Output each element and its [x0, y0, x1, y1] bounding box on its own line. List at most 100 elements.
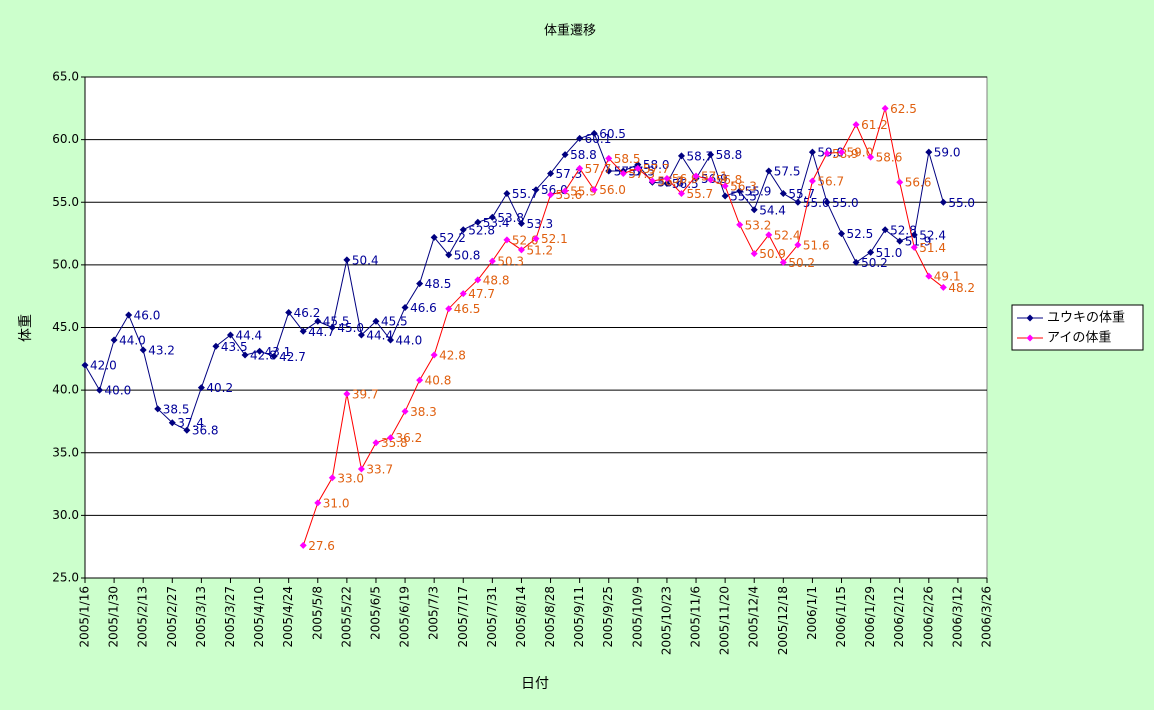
data-label: 44.4 — [366, 329, 393, 343]
data-point — [285, 308, 293, 316]
data-label: 60.5 — [599, 127, 626, 141]
data-point — [314, 317, 322, 325]
data-label: 60.1 — [585, 132, 612, 146]
data-point — [823, 149, 831, 157]
data-point — [634, 161, 642, 169]
x-tick-label: 2005/6/5 — [368, 586, 382, 640]
x-tick-label: 2005/10/23 — [659, 586, 673, 655]
data-point — [517, 220, 525, 228]
data-label: 33.0 — [337, 471, 364, 485]
data-point — [576, 164, 584, 172]
data-point — [445, 305, 453, 313]
data-label: 51.9 — [905, 235, 932, 249]
data-point — [925, 272, 933, 280]
data-point — [445, 251, 453, 259]
data-label: 62.5 — [890, 102, 917, 116]
data-point — [81, 361, 89, 369]
data-point — [939, 283, 947, 291]
data-label: 53.4 — [483, 216, 510, 230]
data-point — [794, 198, 802, 206]
data-label: 58.7 — [686, 149, 713, 163]
data-label: 27.6 — [308, 539, 335, 553]
y-tick-label: 50.0 — [52, 257, 79, 271]
data-label: 50.2 — [861, 256, 888, 270]
data-point — [372, 439, 380, 447]
x-tick-label: 2005/4/10 — [252, 586, 266, 648]
data-point — [270, 352, 278, 360]
data-point — [459, 290, 467, 298]
y-tick-label: 25.0 — [52, 571, 79, 585]
data-point — [605, 167, 613, 175]
data-point — [765, 167, 773, 175]
data-point — [881, 104, 889, 112]
data-label: 57.5 — [774, 164, 801, 178]
data-label: 52.1 — [541, 232, 568, 246]
data-label: 57.5 — [614, 164, 641, 178]
y-axis-label: 体重 — [18, 314, 34, 342]
x-tick-label: 2005/2/13 — [136, 586, 150, 648]
data-point — [736, 221, 744, 229]
data-point — [619, 169, 627, 177]
data-label: 50.4 — [352, 253, 379, 267]
data-point — [576, 134, 584, 142]
data-label: 42.8 — [439, 349, 466, 363]
data-point — [328, 474, 336, 482]
x-tick-label: 2005/7/3 — [427, 586, 441, 640]
x-tick-label: 2005/1/16 — [78, 586, 92, 648]
data-label: 40.8 — [425, 374, 452, 388]
data-point — [212, 342, 220, 350]
data-label: 50.8 — [454, 248, 481, 262]
x-tick-label: 2005/5/22 — [339, 586, 353, 648]
data-point — [357, 331, 365, 339]
data-label: 31.0 — [323, 496, 350, 510]
x-tick-label: 2005/9/11 — [572, 586, 586, 648]
legend-label: アイの体重 — [1047, 330, 1111, 346]
data-point — [387, 336, 395, 344]
data-point — [488, 257, 496, 265]
data-label: 59.0 — [934, 146, 961, 160]
x-tick-label: 2006/1/15 — [834, 586, 848, 648]
data-label: 56.9 — [701, 172, 728, 186]
data-point — [357, 465, 365, 473]
data-label: 53.3 — [526, 217, 553, 231]
data-point — [852, 258, 860, 266]
data-point — [343, 390, 351, 398]
x-tick-label: 2005/4/24 — [281, 586, 295, 648]
data-label: 43.1 — [265, 345, 292, 359]
data-label: 48.8 — [483, 273, 510, 287]
y-tick-label: 35.0 — [52, 445, 79, 459]
data-label: 58.9 — [832, 147, 859, 161]
data-point — [547, 169, 555, 177]
data-label: 42.0 — [90, 359, 117, 373]
x-tick-label: 2005/3/27 — [223, 586, 237, 648]
data-point — [430, 233, 438, 241]
data-point — [197, 384, 205, 392]
data-point — [110, 336, 118, 344]
data-point — [707, 176, 715, 184]
data-point — [692, 172, 700, 180]
data-label: 47.7 — [468, 287, 495, 301]
data-point — [328, 324, 336, 331]
x-tick-label: 2005/7/17 — [456, 586, 470, 648]
x-tick-label: 2005/9/25 — [601, 586, 615, 648]
x-tick-label: 2005/12/4 — [747, 586, 761, 648]
data-label: 56.3 — [730, 179, 757, 193]
data-point — [721, 192, 729, 200]
data-point — [794, 241, 802, 249]
data-point — [416, 376, 424, 384]
data-label: 45.0 — [337, 321, 364, 335]
data-label: 40.2 — [206, 381, 233, 395]
data-label: 55.7 — [686, 187, 713, 201]
data-label: 57.7 — [643, 162, 670, 176]
x-tick-label: 2005/5/8 — [310, 586, 324, 640]
data-label: 52.8 — [890, 223, 917, 237]
series-line — [84, 132, 944, 431]
data-point — [299, 541, 307, 549]
data-label: 54.4 — [759, 203, 786, 217]
data-label: 48.5 — [425, 277, 452, 291]
data-label: 44.7 — [308, 325, 335, 339]
data-point — [881, 226, 889, 234]
data-label: 36.8 — [192, 424, 219, 438]
data-label: 45.5 — [323, 315, 350, 329]
data-label: 51.6 — [803, 238, 830, 252]
